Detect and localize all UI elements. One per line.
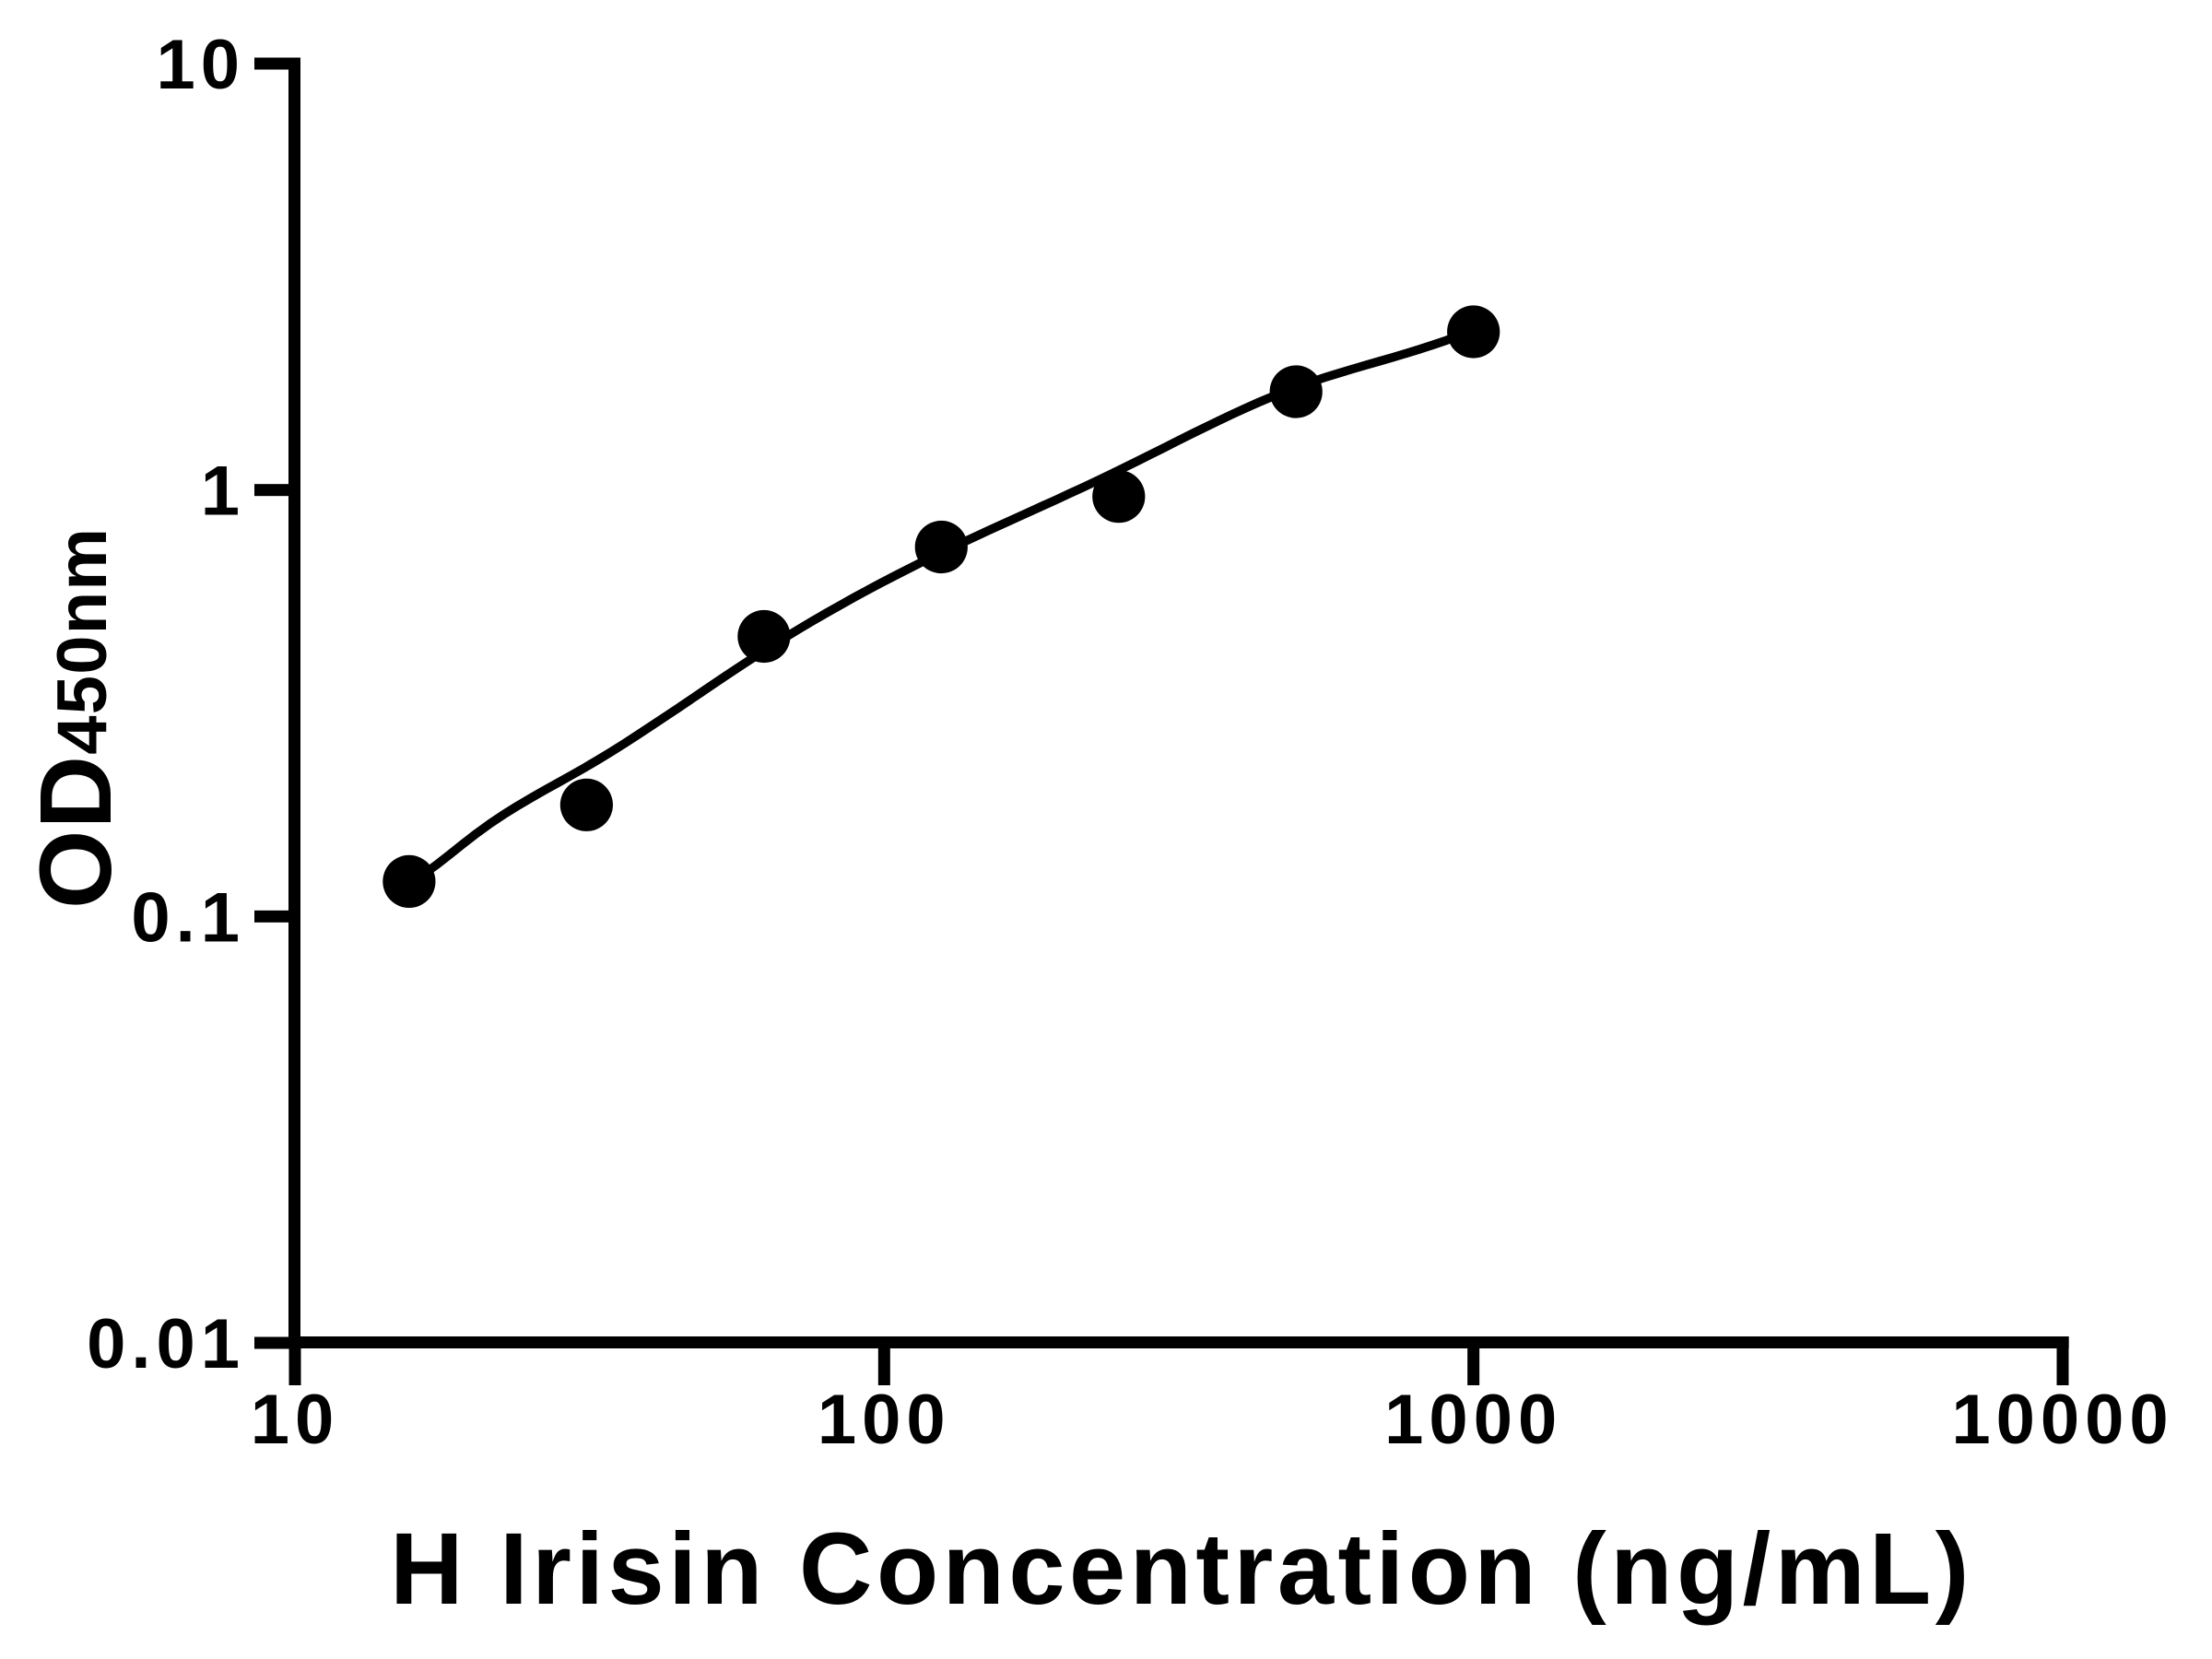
svg-text:1000: 1000 — [1384, 1381, 1562, 1459]
svg-text:0.01: 0.01 — [87, 1305, 245, 1383]
svg-text:H Irisin Concentration (ng/mL): H Irisin Concentration (ng/mL) — [390, 1512, 1973, 1626]
svg-text:10: 10 — [251, 1381, 340, 1459]
svg-text:10000: 10000 — [1951, 1381, 2173, 1459]
svg-text:10: 10 — [156, 26, 245, 104]
svg-text:0.1: 0.1 — [131, 878, 245, 957]
svg-text:100: 100 — [818, 1381, 951, 1459]
svg-text:1: 1 — [201, 453, 245, 531]
